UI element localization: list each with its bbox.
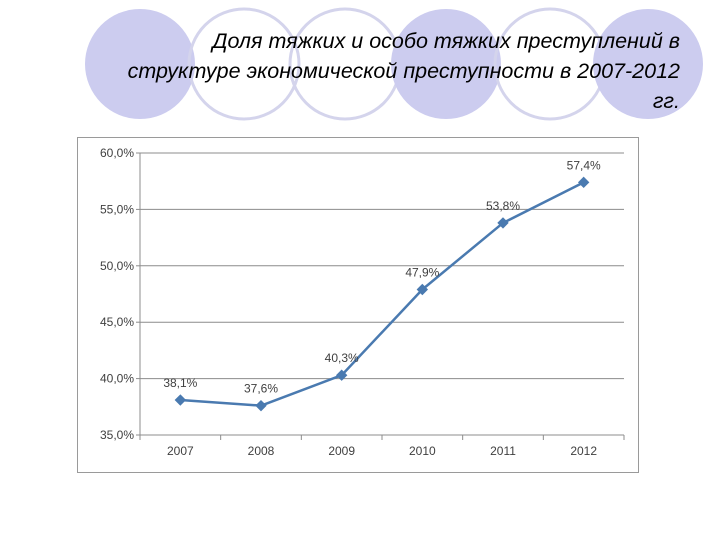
y-tick-label-5: 60,0%	[100, 146, 134, 160]
x-tick-label-2008: 2008	[248, 444, 275, 458]
y-tick-label-3: 50,0%	[100, 259, 134, 273]
decorative-circles	[85, 7, 703, 121]
chart-frame: 35,0% 40,0% 45,0% 50,0% 55,0% 60,0% 2007 2008 20…	[77, 137, 639, 473]
data-label-2009: 40,3%	[325, 351, 359, 365]
data-point-2011	[497, 217, 509, 229]
data-point-2009	[335, 369, 348, 381]
deco-circle-4	[391, 9, 501, 119]
line-chart: 35,0% 40,0% 45,0% 50,0% 55,0% 60,0% 2007 2008 20…	[100, 146, 625, 458]
data-label-2008: 37,6%	[244, 382, 278, 396]
deco-circle-6	[593, 9, 703, 119]
data-point-2007	[174, 394, 187, 406]
slide-title-line-1: Доля тяжких и особо тяжких преступлений …	[212, 29, 680, 53]
series-line	[180, 181, 585, 407]
data-point-2008	[255, 399, 267, 412]
data-label-2007: 38,1%	[163, 376, 197, 390]
deco-circle-2	[187, 7, 301, 121]
data-point-2012	[577, 176, 590, 189]
x-tick-label-2012: 2012	[570, 444, 597, 458]
slide-title-line-2: структуре экономической преступности в 2…	[127, 59, 680, 83]
y-tick-label-1: 40,0%	[100, 372, 134, 386]
data-point-2010	[416, 283, 429, 296]
data-label-2011: 53,8%	[486, 199, 520, 213]
x-tick-label-2009: 2009	[328, 444, 355, 458]
slide-title-line-3: гг.	[652, 89, 680, 113]
x-tick-label-2011: 2011	[490, 444, 516, 458]
y-tick-label-4: 55,0%	[100, 202, 134, 216]
y-tick-label-2: 45,0%	[100, 315, 134, 329]
x-tick-label-2010: 2010	[409, 444, 436, 458]
y-tick-label-0: 35,0%	[100, 428, 134, 442]
x-tick-label-2007: 2007	[167, 444, 194, 458]
slide-title: Доля тяжких и особо тяжких преступлений …	[20, 26, 680, 116]
deco-circle-1	[85, 9, 195, 119]
data-label-2010: 47,9%	[405, 265, 439, 279]
data-label-2012: 57,4%	[567, 158, 601, 172]
